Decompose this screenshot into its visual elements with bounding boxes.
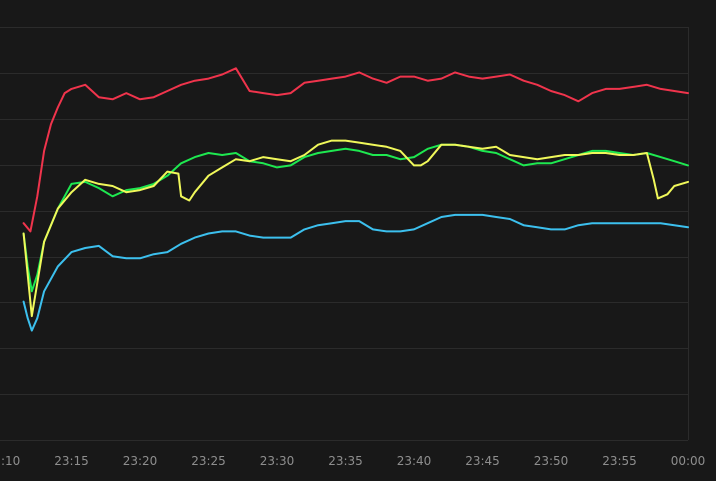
series-line-3	[22, 139, 689, 318]
x-tick-label: 23:45	[465, 454, 500, 468]
series-line-2	[22, 143, 689, 293]
x-tick-label: 23:20	[123, 454, 158, 468]
x-tick-label: 23:40	[397, 454, 432, 468]
x-tick-label: 23:15	[54, 454, 89, 468]
x-tick-label: 23:30	[260, 454, 295, 468]
series-layer	[22, 67, 689, 332]
x-tick-label: 23:35	[328, 454, 363, 468]
x-axis: 23:10 23:15 23:20 23:25 23:30 23:35 23:40 23:45…	[0, 454, 705, 468]
x-tick-label: 23:10	[0, 454, 20, 468]
grid-layer	[0, 27, 689, 441]
x-tick-label: 23:50	[534, 454, 569, 468]
series-line-4	[22, 213, 689, 332]
series-line-1	[22, 67, 689, 233]
x-tick-label: 23:25	[191, 454, 226, 468]
x-tick-label: 00:00	[671, 454, 706, 468]
x-tick-label: 23:55	[602, 454, 637, 468]
